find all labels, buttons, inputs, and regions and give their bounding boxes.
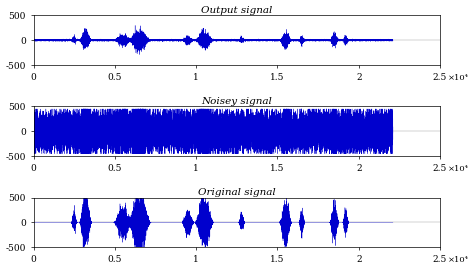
Text: ×10⁴: ×10⁴ bbox=[448, 256, 469, 264]
Text: ×10⁴: ×10⁴ bbox=[448, 74, 469, 82]
Title: Output signal: Output signal bbox=[201, 5, 273, 15]
Title: Original signal: Original signal bbox=[198, 188, 276, 197]
Title: Noisey signal: Noisey signal bbox=[201, 97, 272, 106]
Text: ×10⁴: ×10⁴ bbox=[448, 165, 469, 173]
